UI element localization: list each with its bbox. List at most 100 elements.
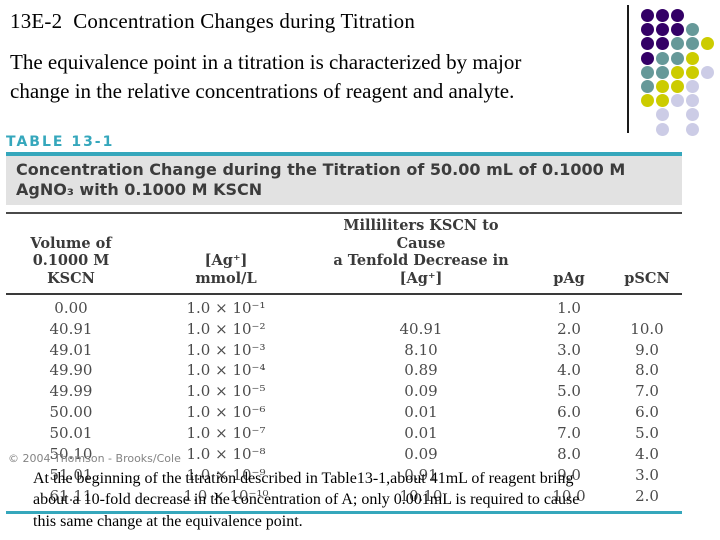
decorative-dot: [671, 94, 686, 108]
decorative-dot: [671, 23, 686, 37]
table-cell: 1.0 × 10⁻⁸: [186, 444, 266, 463]
dot-spacer: [671, 108, 686, 122]
decorative-dot: [656, 51, 671, 66]
table-cell: 1.0 × 10⁻⁴: [186, 361, 266, 380]
table-cell: 0.01: [404, 403, 438, 422]
table-cell: 1.0 × 10⁻³: [186, 340, 266, 359]
dot-spacer: [686, 9, 701, 23]
decorative-dot: [641, 79, 656, 94]
table-cell: 50.00: [49, 403, 93, 422]
decorative-dot: [686, 37, 701, 51]
table-cell: 49.01: [49, 340, 93, 359]
data-table: Volume of 0.1000 M KSCN [Ag⁺] mmol/L Milli…: [6, 212, 682, 514]
decorative-dot: [641, 23, 656, 37]
table-row: 61.11 1.0 × 10⁻¹⁰ 10.10 10.0 2.0: [6, 486, 682, 512]
decorative-dot: [656, 94, 671, 108]
table-cell: 51.01: [49, 465, 93, 484]
decorative-dot: [671, 9, 686, 23]
table-figure: TABLE 13-1 Concentration Change during t…: [6, 134, 682, 514]
table-header-row: Volume of 0.1000 M KSCN [Ag⁺] mmol/L Milli…: [6, 212, 682, 295]
decorative-dot: [686, 94, 701, 108]
table-cell: 0.01: [404, 424, 438, 443]
table-cell: 4.0: [635, 444, 659, 463]
table-cell: 10.0: [630, 319, 664, 338]
table-cell: 8.0: [635, 361, 659, 380]
table-header-cell: pSCN: [612, 212, 682, 295]
table-cell: 50.10: [49, 444, 93, 463]
table-cell: 9.0: [557, 465, 581, 484]
table-row: 50.10 1.0 × 10⁻⁸ 0.09 8.0 4.0: [6, 444, 682, 465]
table-row: 50.01 1.0 × 10⁻⁷ 0.01 7.0 5.0: [6, 423, 682, 444]
decorative-dot: [686, 108, 701, 122]
table-cell: 40.91: [49, 319, 93, 338]
table-cell: 10.0: [552, 486, 586, 505]
table-caption: Concentration Change during the Titratio…: [6, 152, 682, 205]
table-row: 40.91 1.0 × 10⁻² 40.91 2.0 10.0: [6, 319, 682, 340]
table-cell: 1.0 × 10⁻⁹: [186, 465, 266, 484]
table-cell: 10.10: [399, 486, 443, 505]
table-cell: 2.0: [635, 486, 659, 505]
table-cell: 1.0 × 10⁻¹⁰: [183, 486, 269, 505]
table-cell: 5.0: [557, 382, 581, 401]
table-cell: [612, 294, 682, 319]
dot-spacer: [701, 52, 716, 66]
decorative-dot: [701, 37, 716, 51]
dot-spacer: [701, 123, 716, 137]
decorative-dot: [656, 23, 671, 37]
table-header-cell: pAg: [526, 212, 612, 295]
table-cell: 1.0 × 10⁻⁶: [186, 403, 266, 422]
table-row: 49.01 1.0 × 10⁻³ 8.10 3.0 9.0: [6, 340, 682, 361]
dot-spacer: [701, 108, 716, 122]
table-cell: 4.0: [557, 361, 581, 380]
decorative-dot: [656, 9, 671, 23]
decorative-dot: [671, 51, 686, 66]
table-cell: 6.0: [557, 403, 581, 422]
table-cell: 0.00: [54, 298, 88, 317]
decorative-dot: [641, 9, 656, 23]
table-cell: 5.0: [635, 424, 659, 443]
table-cell: 1.0 × 10⁻²: [186, 319, 266, 338]
table-cell: 61.11: [49, 486, 93, 505]
table-cell: 40.91: [399, 319, 443, 338]
footer-paragraph: At the beginning of the titration descri…: [33, 470, 580, 530]
table-cell: 3.0: [557, 340, 581, 359]
table-cell: 8.10: [404, 340, 438, 359]
table-body: 0.00 1.0 × 10⁻¹ 1.0 40.91 1.0 × 10⁻² 40.91 2.0…: [6, 294, 682, 512]
table-cell: 0.09: [404, 444, 438, 463]
table-cell: 49.90: [49, 361, 93, 380]
decorative-dot: [656, 37, 671, 51]
table-cell: 1.0 × 10⁻¹: [186, 298, 266, 317]
decorative-dot: [641, 65, 656, 80]
vertical-divider: [627, 5, 629, 133]
decorative-dot: [656, 122, 671, 137]
decorative-dot: [671, 37, 686, 51]
decorative-dot: [641, 51, 656, 66]
decorative-dot: [671, 65, 686, 80]
table-header-cell: [Ag⁺] mmol/L: [136, 212, 316, 295]
dots-decoration: [641, 9, 716, 137]
dot-spacer: [641, 108, 656, 122]
decorative-dot: [686, 23, 701, 37]
table-cell: 0.89: [404, 361, 438, 380]
decorative-dot: [686, 79, 701, 94]
table-row: 49.99 1.0 × 10⁻⁵ 0.09 5.0 7.0: [6, 381, 682, 402]
decorative-dot: [671, 79, 686, 94]
dot-spacer: [701, 23, 716, 37]
dot-spacer: [701, 80, 716, 94]
table-cell: 50.01: [49, 424, 93, 443]
table-row: 49.90 1.0 × 10⁻⁴ 0.89 4.0 8.0: [6, 360, 682, 381]
decorative-dot: [686, 65, 701, 80]
dot-spacer: [701, 94, 716, 108]
table-cell: [316, 294, 526, 319]
table-row: 51.01 1.0 × 10⁻⁹ 0.91 9.0 3.0: [6, 465, 682, 486]
table-cell: 7.0: [557, 424, 581, 443]
table-cell: 8.0: [557, 444, 581, 463]
table-cell: 1.0: [557, 298, 581, 317]
decorative-dot: [656, 79, 671, 94]
decorative-dot: [686, 122, 701, 137]
table-cell: 1.0 × 10⁻⁵: [186, 382, 266, 401]
slide-body-text: The equivalence point in a titration is …: [10, 50, 522, 103]
copyright-credit: © 2004 Thomson - Brooks/Cole: [8, 452, 181, 465]
table-cell: 2.0: [557, 319, 581, 338]
